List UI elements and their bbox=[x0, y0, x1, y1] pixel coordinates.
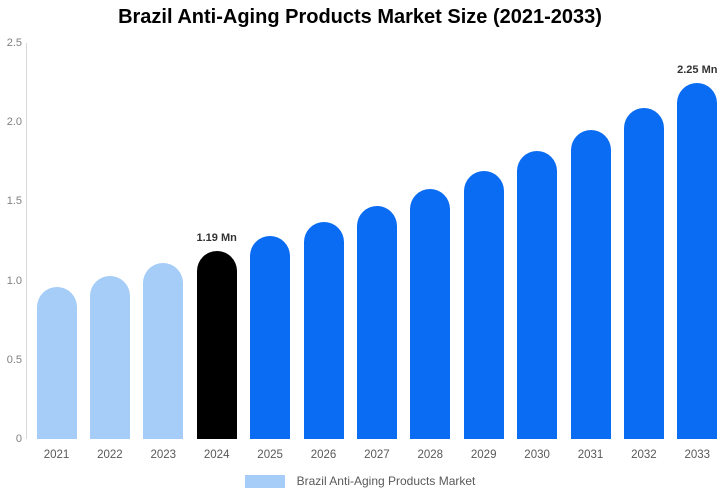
bar-2028 bbox=[410, 188, 451, 439]
x-tick-label-2024: 2024 bbox=[203, 449, 230, 461]
legend: Brazil Anti-Aging Products Market bbox=[0, 474, 720, 489]
y-tick-label: 0.5 bbox=[6, 353, 22, 366]
x-tick-label-2033: 2033 bbox=[684, 449, 711, 461]
y-tick-label: 1.5 bbox=[6, 195, 22, 208]
x-tick-label-2022: 2022 bbox=[97, 449, 123, 461]
bar-2026 bbox=[303, 221, 344, 439]
x-tick-label-2023: 2023 bbox=[150, 449, 177, 461]
legend-label: Brazil Anti-Aging Products Market bbox=[296, 474, 476, 488]
y-tick-label: 2.5 bbox=[6, 37, 22, 49]
bar-2021 bbox=[36, 286, 77, 439]
bar-2024 bbox=[196, 250, 237, 439]
chart-title: Brazil Anti-Aging Products Market Size (… bbox=[118, 6, 602, 28]
x-tick-label-2031: 2031 bbox=[577, 449, 604, 461]
y-axis-line bbox=[26, 43, 27, 439]
bar-2023 bbox=[143, 263, 184, 439]
legend-swatch-icon bbox=[244, 475, 285, 488]
bar-2031 bbox=[570, 130, 611, 439]
x-tick-label-2028: 2028 bbox=[417, 449, 444, 461]
y-tick-label: 0 bbox=[15, 433, 22, 445]
y-tick-label: 1.0 bbox=[6, 274, 22, 287]
x-tick-label-2030: 2030 bbox=[524, 449, 550, 461]
bar-2032 bbox=[623, 107, 664, 439]
bar-2030 bbox=[517, 150, 558, 439]
x-tick-label-2021: 2021 bbox=[43, 449, 70, 461]
x-tick-label-2029: 2029 bbox=[470, 449, 497, 461]
x-tick-label-2025: 2025 bbox=[257, 449, 283, 461]
bar-2029 bbox=[463, 171, 504, 439]
bar-2033 bbox=[677, 82, 718, 439]
bar-2027 bbox=[356, 206, 397, 439]
x-tick-label-2026: 2026 bbox=[310, 449, 337, 461]
bar-2022 bbox=[89, 275, 130, 439]
bar-2025 bbox=[250, 236, 291, 439]
x-tick-label-2027: 2027 bbox=[364, 449, 390, 461]
x-tick-label-2032: 2032 bbox=[631, 449, 657, 461]
data-label-2024: 1.19 Mn bbox=[196, 231, 237, 244]
data-label-2033: 2.25 Mn bbox=[677, 63, 718, 76]
y-tick-label: 2.0 bbox=[6, 116, 22, 129]
